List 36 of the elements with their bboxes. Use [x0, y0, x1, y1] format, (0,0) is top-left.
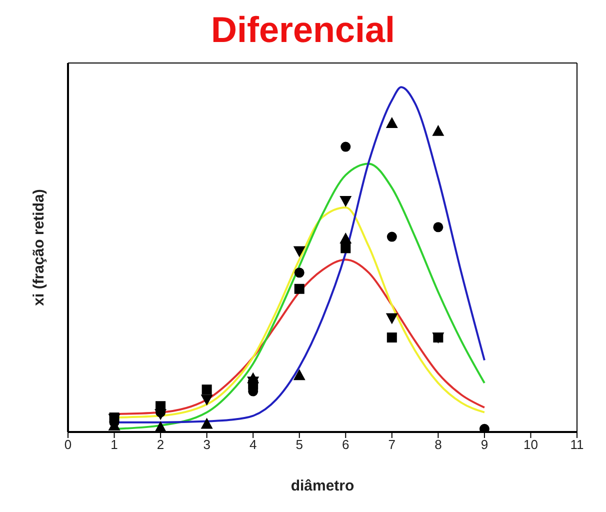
- point: [293, 246, 306, 258]
- x-tick-label: 9: [480, 437, 488, 452]
- point: [293, 369, 306, 380]
- point: [340, 243, 351, 254]
- point: [479, 424, 490, 432]
- point: [154, 421, 167, 432]
- x-tick-label: 7: [388, 437, 396, 452]
- x-tick-label: 5: [296, 437, 303, 452]
- point: [294, 284, 304, 294]
- point: [386, 232, 397, 242]
- point: [340, 142, 351, 152]
- point: [386, 332, 397, 343]
- point: [433, 222, 444, 232]
- x-tick-label: 8: [434, 437, 442, 452]
- chart-title: Diferencial: [210, 8, 396, 52]
- point: [154, 409, 167, 420]
- x-axis-title: diâmetro: [290, 478, 354, 495]
- point: [386, 313, 398, 324]
- y-axis-title: xi (fração retida): [30, 189, 48, 306]
- x-tick-label: 4: [249, 437, 257, 452]
- point: [340, 232, 352, 244]
- x-tick-label: 0: [64, 437, 72, 452]
- point: [386, 117, 398, 128]
- x-tick-label: 3: [203, 437, 210, 452]
- point: [200, 394, 213, 406]
- point: [200, 418, 213, 429]
- point: [294, 268, 304, 278]
- point: [340, 196, 352, 207]
- point: [247, 372, 260, 384]
- x-tick-label: 2: [156, 437, 164, 452]
- point: [202, 384, 212, 395]
- point: [432, 124, 444, 136]
- x-tick-label: 6: [342, 437, 350, 452]
- x-tick-label: 11: [570, 437, 584, 452]
- x-tick-label: 10: [523, 437, 538, 452]
- x-tick-label: 1: [110, 437, 118, 452]
